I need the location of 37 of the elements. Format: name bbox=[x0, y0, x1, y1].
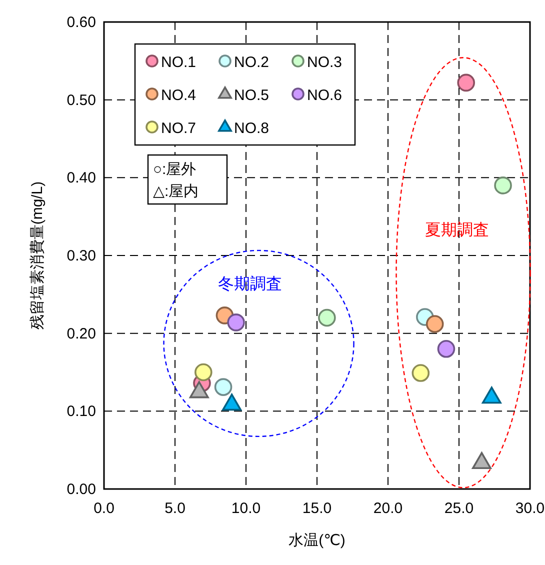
y-tick-label: 0.50 bbox=[66, 92, 96, 109]
y-tick-label: 0.30 bbox=[66, 248, 96, 264]
point bbox=[437, 340, 456, 358]
point bbox=[457, 74, 475, 92]
point bbox=[227, 314, 245, 332]
x-tick-label: 0.0 bbox=[94, 500, 114, 517]
x-tick-label: 15.0 bbox=[302, 500, 332, 517]
y-tick-label: 0.10 bbox=[66, 403, 96, 420]
x-tick-label: 5.0 bbox=[164, 500, 186, 517]
legend-label: NO.6 bbox=[307, 87, 342, 104]
annotation: 冬期調査 bbox=[218, 275, 282, 293]
y-tick-label: 0.40 bbox=[66, 170, 96, 187]
y-tick-label: 0.60 bbox=[66, 14, 96, 31]
annotation: 夏期調査 bbox=[425, 221, 489, 239]
point bbox=[318, 308, 336, 327]
legend-label: NO.1 bbox=[161, 54, 196, 71]
point bbox=[426, 315, 444, 333]
x-tick-label: 25.0 bbox=[444, 500, 474, 517]
y-tick-label: 0.00 bbox=[66, 481, 96, 498]
legend-label: NO.3 bbox=[307, 54, 342, 71]
point bbox=[494, 176, 512, 194]
x-tick-label: 30.0 bbox=[515, 500, 545, 517]
point bbox=[214, 378, 232, 396]
point bbox=[194, 363, 212, 382]
legend-label: NO.7 bbox=[161, 120, 196, 137]
annotation: ○:屋外 bbox=[153, 161, 196, 178]
x-axis-title: 水温(℃) bbox=[288, 532, 346, 549]
legend-label: NO.2 bbox=[234, 54, 270, 71]
x-tick-label: 20.0 bbox=[373, 500, 403, 517]
point bbox=[412, 364, 430, 382]
legend-label: NO.8 bbox=[234, 120, 270, 137]
x-tick-label: 10.0 bbox=[231, 500, 261, 517]
legend-label: NO.4 bbox=[161, 87, 196, 104]
legend-label: NO.5 bbox=[234, 87, 270, 104]
annotation: △:屋内 bbox=[153, 183, 199, 200]
y-tick-label: 0.20 bbox=[66, 325, 96, 342]
y-axis-title: 残留塩素消費量(mg/L) bbox=[29, 181, 46, 330]
